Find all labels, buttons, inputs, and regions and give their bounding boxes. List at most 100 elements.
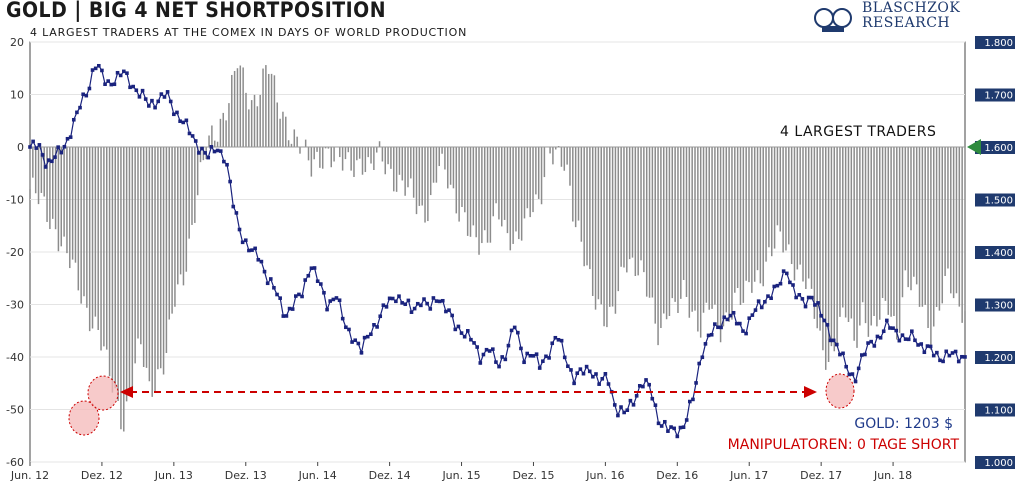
right-tick-label: 1.000 — [984, 458, 1013, 469]
gold-point — [856, 366, 861, 371]
gold-point — [118, 73, 123, 78]
gold-point — [384, 305, 389, 309]
gold-point — [550, 341, 555, 346]
logo-emblem-icon — [814, 8, 852, 32]
gold-point — [68, 135, 73, 139]
gold-point — [853, 379, 858, 384]
gold-point — [578, 367, 583, 371]
right-tick-label: 1.400 — [984, 248, 1013, 259]
x-tick-label: Jun. 15 — [441, 469, 480, 482]
right-tick-label: 1.700 — [984, 91, 1013, 102]
gold-point — [356, 341, 361, 346]
gold-point — [741, 329, 745, 333]
gold-point — [71, 117, 76, 122]
gold-point — [200, 146, 204, 151]
gold-point — [303, 278, 307, 282]
gold-point — [603, 372, 608, 376]
gold-point — [137, 95, 142, 99]
series-label: 4 LARGEST TRADERS — [780, 124, 937, 140]
gold-point — [93, 66, 98, 71]
gold-point — [847, 372, 852, 377]
gold-point — [791, 283, 795, 287]
gold-point — [747, 316, 752, 320]
gold-point — [916, 343, 920, 347]
gold-point — [231, 204, 236, 209]
gold-point — [910, 329, 914, 334]
gold-point — [378, 314, 383, 319]
gold-point — [697, 361, 701, 366]
gold-point — [763, 299, 767, 304]
gold-point — [247, 248, 251, 253]
gold-point — [960, 354, 964, 359]
gold-point — [728, 313, 733, 318]
gold-point — [156, 99, 161, 104]
right-tick-bg — [975, 141, 1015, 154]
gold-point — [31, 139, 35, 144]
gold-point — [112, 82, 117, 87]
gold-point — [50, 159, 54, 164]
gold-point — [594, 372, 598, 376]
gold-point — [228, 179, 232, 184]
right-tick-bg — [975, 88, 1015, 102]
gold-point — [96, 63, 101, 68]
x-tick-label: Dez. 15 — [512, 469, 554, 482]
gold-point — [544, 354, 548, 359]
left-tick-label: -60 — [6, 456, 24, 469]
gold-point — [122, 69, 126, 74]
gold-point — [309, 266, 314, 271]
gold-point — [750, 313, 755, 317]
gold-point — [437, 299, 442, 304]
gold-point — [850, 372, 855, 376]
gold-point — [869, 339, 873, 344]
gold-point — [844, 364, 848, 369]
gold-point — [347, 327, 351, 332]
gold-point — [950, 351, 955, 355]
gold-point — [678, 425, 683, 430]
gold-point — [616, 413, 620, 418]
gold-point — [809, 295, 814, 300]
logo-line2: RESEARCH — [862, 15, 951, 31]
gold-point — [597, 382, 601, 386]
gold-point — [240, 240, 245, 245]
gold-point — [794, 295, 798, 300]
gold-point — [462, 334, 467, 339]
gold-point — [612, 403, 617, 407]
gold-point — [731, 310, 736, 315]
gold-point — [838, 352, 842, 357]
gold-point — [575, 371, 580, 375]
gold-point — [906, 337, 911, 342]
right-tick-bg — [975, 351, 1015, 364]
x-tick-label: Jun. 14 — [298, 469, 337, 482]
gold-point — [165, 90, 170, 94]
gold-point — [62, 144, 67, 149]
gold-point — [956, 359, 961, 364]
gold-point — [59, 150, 64, 155]
gold-point — [290, 307, 295, 311]
gold-point — [800, 297, 805, 301]
gold-point — [531, 354, 536, 358]
gold-point — [297, 292, 301, 297]
left-tick-label: -40 — [6, 351, 24, 364]
gold-point — [675, 434, 680, 439]
gold-point — [963, 355, 967, 359]
gold-point — [828, 338, 833, 343]
gold-point — [528, 353, 533, 358]
right-tick-bg — [975, 246, 1015, 259]
gold-point — [409, 310, 414, 314]
gold-point — [34, 146, 39, 150]
gold-point — [312, 266, 317, 270]
gold-point — [28, 145, 32, 149]
right-tick-bg — [975, 36, 1015, 49]
gold-point — [772, 284, 777, 289]
gold-point — [65, 136, 70, 141]
gold-point — [925, 344, 930, 348]
gold-point — [472, 341, 476, 345]
gold-point — [153, 105, 157, 110]
gold-point — [75, 110, 79, 115]
gold-point — [225, 162, 229, 167]
gold-point — [913, 338, 917, 343]
gold-point — [928, 344, 933, 349]
gold-point — [784, 271, 789, 276]
right-tick-label: 1.100 — [984, 406, 1013, 417]
